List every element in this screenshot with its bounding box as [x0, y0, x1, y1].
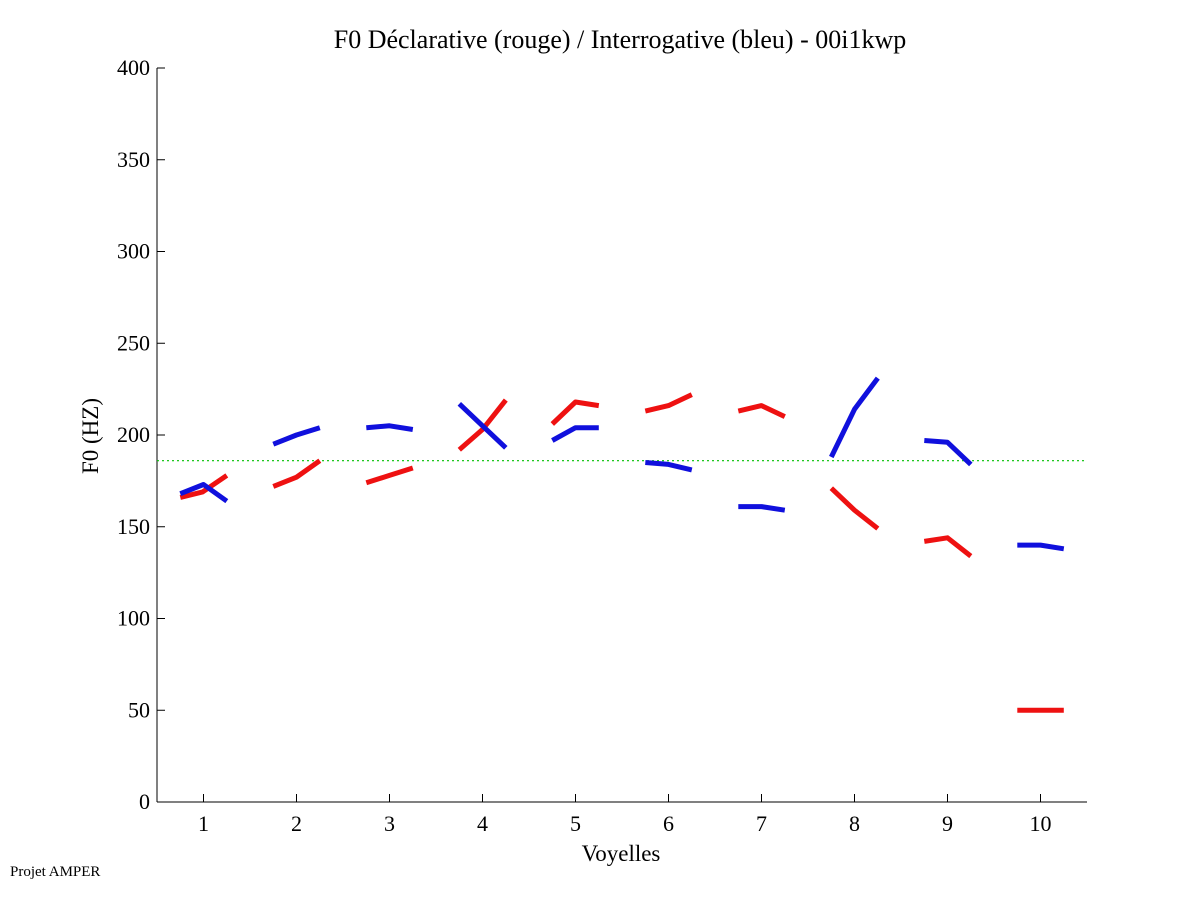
tick-labels: 0 50 100 150 200 250 300 350 400 1 2 3 4 5 6 7 8 9 10 — [117, 55, 1052, 836]
segment-vowel-4 — [457, 398, 508, 452]
segment-vowel-4 — [457, 401, 508, 450]
x-tick-label: 8 — [849, 811, 860, 836]
series-group — [179, 376, 1065, 713]
y-tick-label: 50 — [128, 697, 150, 722]
segment-vowel-1 — [179, 482, 229, 504]
segment-vowel-9 — [923, 535, 973, 559]
axes — [156, 67, 1087, 803]
segment-vowel-8 — [829, 376, 880, 459]
y-tick-label: 400 — [117, 55, 150, 80]
x-tick-label: 9 — [942, 811, 953, 836]
y-tick-label: 350 — [117, 147, 150, 172]
segment-vowel-3 — [366, 423, 414, 432]
chart-title: F0 Déclarative (rouge) / Interrogative (… — [334, 25, 907, 54]
x-tick-label: 2 — [291, 811, 302, 836]
x-tick-label: 6 — [663, 811, 674, 836]
x-axis-label: Voyelles — [582, 841, 661, 866]
segment-vowel-3 — [365, 465, 414, 486]
x-tick-label: 3 — [384, 811, 395, 836]
segment-vowel-2 — [272, 458, 322, 489]
x-tick-label: 1 — [198, 811, 209, 836]
y-tick-label: 250 — [117, 330, 150, 355]
segment-vowel-7 — [738, 504, 786, 513]
x-tick-label: 4 — [477, 811, 488, 836]
segment-vowel-9 — [924, 438, 973, 467]
y-tick-label: 100 — [117, 606, 150, 631]
segment-vowel-5 — [550, 399, 600, 426]
x-tick-label: 5 — [570, 811, 581, 836]
series-interrogative — [179, 376, 1065, 552]
x-tick-label: 10 — [1030, 811, 1052, 836]
y-tick-label: 200 — [117, 422, 150, 447]
segment-vowel-7 — [737, 403, 786, 419]
series-d-clarative — [179, 392, 1064, 713]
segment-vowel-5 — [551, 425, 599, 443]
segment-vowel-6 — [645, 460, 693, 473]
y-tick-label: 150 — [117, 514, 150, 539]
y-axis-label: F0 (HZ) — [78, 398, 103, 474]
segment-vowel-10 — [1017, 542, 1065, 552]
segment-vowel-8 — [829, 486, 880, 531]
x-tick-label: 7 — [756, 811, 767, 836]
credit-label: Projet AMPER — [10, 864, 101, 880]
segment-vowel-6 — [644, 392, 693, 414]
segment-vowel-2 — [272, 425, 321, 447]
y-tick-label: 0 — [139, 789, 150, 814]
segment-vowel-1 — [179, 473, 229, 500]
y-tick-label: 300 — [117, 239, 150, 264]
